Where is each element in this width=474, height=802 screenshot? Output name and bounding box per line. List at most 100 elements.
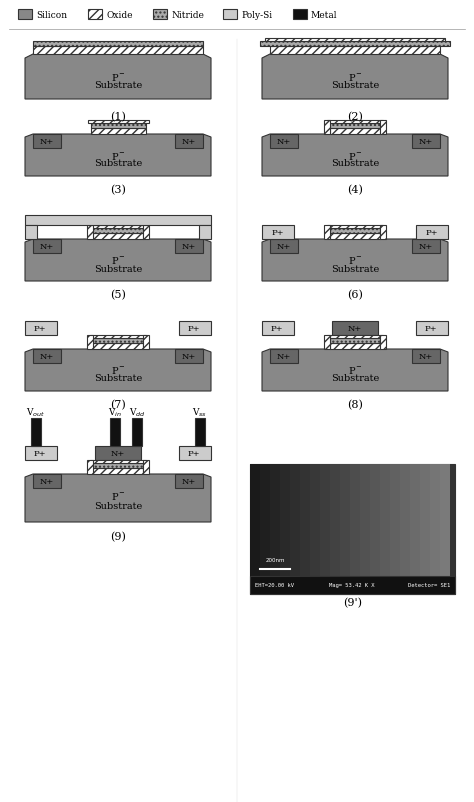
Bar: [430, 464, 440, 594]
Bar: [270, 240, 298, 253]
Bar: [93, 468, 143, 475]
Text: P$^-$: P$^-$: [347, 150, 363, 161]
Text: Poly-Si: Poly-Si: [241, 10, 272, 19]
Text: Substrate: Substrate: [331, 160, 379, 168]
Bar: [179, 322, 211, 335]
Polygon shape: [262, 135, 448, 176]
Polygon shape: [262, 240, 448, 282]
Text: P$^-$: P$^-$: [347, 72, 363, 83]
Text: (6): (6): [347, 290, 363, 300]
Polygon shape: [25, 350, 211, 391]
Text: P$^-$: P$^-$: [110, 72, 126, 83]
Text: Nitride: Nitride: [171, 10, 204, 19]
Bar: [270, 135, 298, 149]
Bar: [143, 460, 149, 475]
Bar: [87, 225, 93, 240]
Text: N+: N+: [111, 449, 125, 457]
Bar: [380, 121, 386, 135]
Text: N+: N+: [277, 138, 291, 146]
Text: Substrate: Substrate: [94, 264, 142, 273]
Bar: [90, 335, 146, 338]
Text: Mag= 53.42 K X: Mag= 53.42 K X: [329, 583, 375, 588]
Bar: [250, 577, 455, 594]
Bar: [33, 240, 61, 253]
Text: (8): (8): [347, 399, 363, 410]
Bar: [350, 464, 360, 594]
Bar: [31, 419, 41, 447]
Bar: [95, 447, 141, 460]
Text: (5): (5): [110, 290, 126, 300]
Bar: [327, 121, 383, 124]
Bar: [93, 338, 143, 343]
Text: N+: N+: [40, 243, 54, 251]
Text: P+: P+: [188, 449, 200, 457]
Text: V$_{dd}$: V$_{dd}$: [128, 407, 146, 419]
Bar: [91, 124, 146, 129]
Bar: [370, 464, 380, 594]
Bar: [175, 475, 203, 488]
Bar: [290, 464, 300, 594]
Bar: [25, 447, 57, 460]
Bar: [310, 464, 320, 594]
Bar: [87, 460, 93, 475]
Text: N+: N+: [348, 325, 362, 333]
Text: P$^-$: P$^-$: [110, 255, 126, 266]
Bar: [330, 129, 380, 135]
Text: N+: N+: [182, 243, 196, 251]
Bar: [33, 475, 61, 488]
Text: P+: P+: [425, 325, 437, 333]
Text: N+: N+: [419, 353, 433, 361]
Bar: [324, 225, 330, 240]
Text: Substrate: Substrate: [94, 374, 142, 383]
Bar: [280, 464, 290, 594]
Text: Substrate: Substrate: [331, 81, 379, 90]
Bar: [143, 335, 149, 350]
Bar: [25, 225, 37, 240]
Bar: [320, 464, 330, 594]
Bar: [270, 350, 298, 363]
Bar: [300, 464, 310, 594]
Polygon shape: [25, 240, 211, 282]
Bar: [330, 233, 380, 240]
Bar: [380, 225, 386, 240]
Text: Oxide: Oxide: [106, 10, 133, 19]
Bar: [262, 225, 294, 240]
Text: (2): (2): [347, 111, 363, 122]
Bar: [262, 322, 294, 335]
Bar: [332, 322, 378, 335]
Text: P+: P+: [34, 325, 46, 333]
Text: Substrate: Substrate: [94, 502, 142, 511]
Text: P+: P+: [188, 325, 200, 333]
Text: N+: N+: [182, 353, 196, 361]
Text: P$^-$: P$^-$: [110, 365, 126, 376]
Bar: [250, 464, 455, 594]
Text: V$_{in}$: V$_{in}$: [108, 407, 122, 419]
Bar: [88, 121, 148, 124]
Bar: [270, 464, 280, 594]
Text: N+: N+: [40, 477, 54, 485]
Bar: [340, 464, 350, 594]
Text: N+: N+: [277, 353, 291, 361]
Text: V$_{ss}$: V$_{ss}$: [192, 407, 208, 419]
Polygon shape: [25, 475, 211, 522]
Text: Substrate: Substrate: [331, 374, 379, 383]
Bar: [440, 464, 450, 594]
Bar: [87, 335, 93, 350]
Bar: [33, 47, 203, 55]
Text: (1): (1): [110, 111, 126, 122]
Bar: [143, 225, 149, 240]
Text: (4): (4): [347, 184, 363, 195]
Bar: [33, 42, 203, 47]
Text: P+: P+: [272, 229, 284, 237]
Text: N+: N+: [40, 353, 54, 361]
Text: EHT=20.00 kV: EHT=20.00 kV: [255, 583, 294, 588]
Bar: [250, 464, 260, 594]
Bar: [327, 335, 383, 338]
Text: P$^-$: P$^-$: [110, 150, 126, 161]
Bar: [324, 121, 330, 135]
Bar: [330, 338, 380, 343]
Bar: [330, 343, 380, 350]
Bar: [93, 233, 143, 240]
Text: N+: N+: [277, 243, 291, 251]
Text: Silicon: Silicon: [36, 10, 67, 19]
